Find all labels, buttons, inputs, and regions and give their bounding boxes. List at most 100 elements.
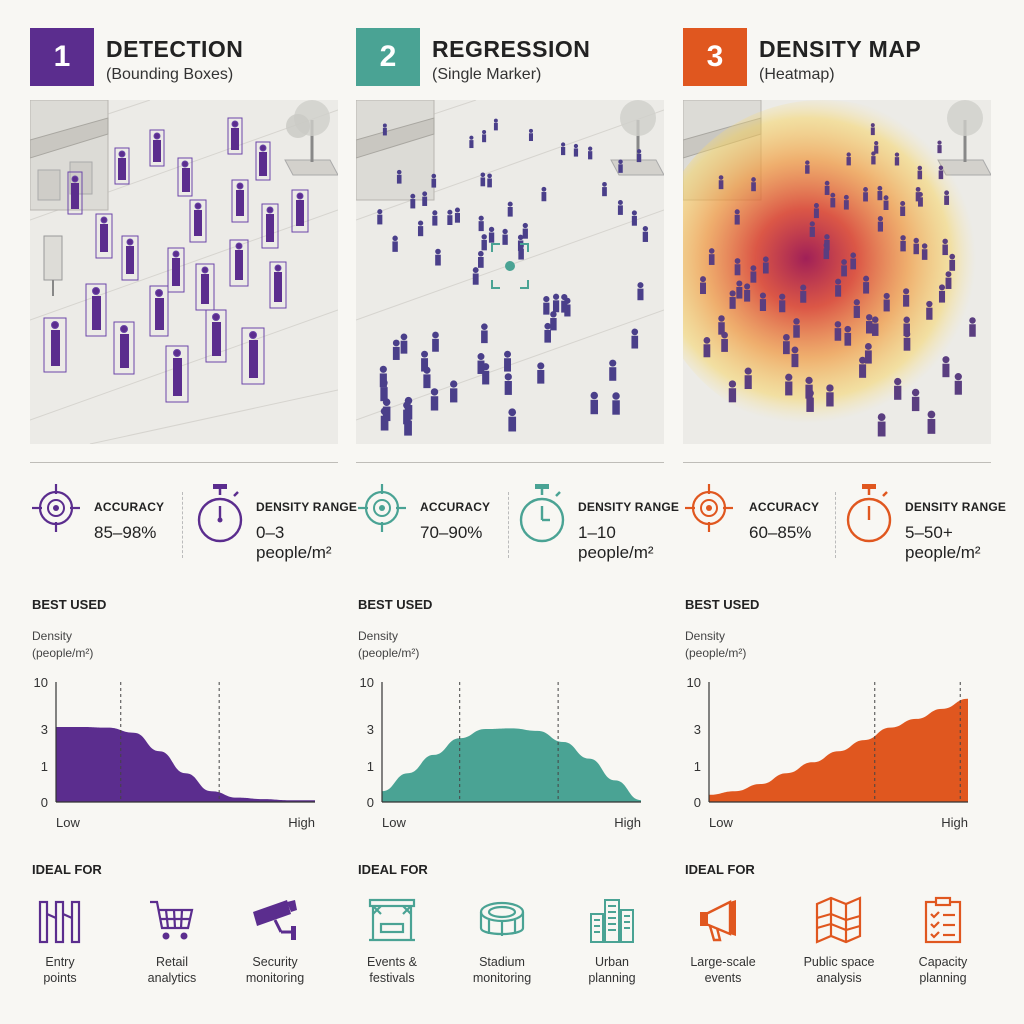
- pedestrian: [504, 380, 512, 395]
- pedestrian: [507, 206, 513, 217]
- y-tick-label: 10: [34, 675, 48, 690]
- pedestrian: [783, 333, 790, 341]
- pedestrian: [793, 325, 800, 338]
- pedestrian: [944, 190, 950, 196]
- pedestrian: [561, 146, 566, 156]
- pedestrian: [504, 373, 512, 381]
- density-range-label: DENSITY RANGE: [578, 500, 680, 514]
- pedestrian: [850, 258, 857, 270]
- pedestrian: [537, 362, 545, 370]
- y-tick-label: 10: [687, 675, 701, 690]
- pedestrian: [824, 180, 830, 186]
- pedestrian: [410, 199, 416, 209]
- pedestrian: [631, 210, 637, 216]
- metric-separator: [835, 492, 837, 558]
- pedestrian: [382, 123, 387, 128]
- y-tick-label: 1: [694, 759, 701, 774]
- x-tick-label: High: [288, 815, 315, 830]
- y-tick-label: 1: [41, 759, 48, 774]
- pedestrian: [377, 209, 383, 215]
- step-number-badge: 2: [356, 28, 420, 86]
- pedestrian: [382, 127, 387, 136]
- pedestrian: [431, 173, 437, 179]
- pedestrian: [480, 177, 486, 187]
- pedestrian: [488, 226, 495, 233]
- pedestrian: [864, 343, 872, 350]
- pedestrian: [541, 192, 547, 202]
- pedestrian: [805, 165, 810, 174]
- pedestrian: [403, 401, 411, 410]
- pedestrian: [481, 234, 487, 240]
- pedestrian: [894, 157, 900, 166]
- target-icon: [685, 484, 733, 532]
- use-case-label: Stadium monitoring: [472, 955, 532, 985]
- pedestrian: [918, 192, 923, 197]
- panel-subtitle: (Heatmap): [759, 66, 835, 83]
- pedestrian: [392, 235, 398, 241]
- pedestrian: [863, 192, 868, 202]
- pedestrian: [430, 388, 439, 396]
- pedestrian: [942, 363, 950, 378]
- building-facade: [356, 100, 435, 201]
- pedestrian: [435, 254, 441, 266]
- stadium-icon: [479, 901, 525, 936]
- pedestrian: [843, 200, 849, 210]
- density-range-unit: people/m²: [905, 543, 981, 562]
- pedestrian: [708, 248, 715, 254]
- pedestrian: [469, 135, 474, 140]
- pedestrian: [751, 182, 756, 192]
- pedestrian: [544, 329, 551, 343]
- pedestrian: [779, 293, 786, 300]
- pedestrian: [900, 201, 906, 207]
- pedestrian: [642, 226, 649, 232]
- pedestrian: [729, 290, 736, 297]
- pedestrian: [431, 178, 437, 188]
- pedestrian: [945, 271, 952, 278]
- pedestrian: [949, 259, 956, 271]
- folded-map-icon: [815, 896, 862, 944]
- pedestrian: [396, 174, 402, 184]
- pedestrian: [618, 159, 623, 164]
- pedestrian: [487, 173, 492, 179]
- pedestrian: [602, 187, 607, 197]
- pedestrian: [417, 220, 424, 226]
- best-used-heading: BEST USED: [32, 597, 107, 612]
- pedestrian: [736, 280, 743, 287]
- pedestrian: [493, 122, 498, 131]
- pedestrian: [480, 172, 486, 178]
- pedestrian: [482, 130, 487, 135]
- pedestrian: [504, 358, 511, 372]
- pedestrian: [602, 181, 607, 187]
- pedestrian: [508, 416, 517, 432]
- pedestrian: [843, 194, 849, 200]
- pedestrian: [830, 198, 836, 208]
- turnstile-icon: [38, 900, 81, 944]
- use-case-label: Urban planning: [588, 955, 636, 985]
- pedestrian: [883, 292, 890, 300]
- density-range-label: DENSITY RANGE: [905, 500, 1007, 514]
- pedestrian: [481, 239, 487, 251]
- pedestrian: [522, 228, 528, 239]
- pedestrian: [435, 248, 441, 255]
- pedestrian: [871, 151, 876, 156]
- pedestrian: [744, 367, 752, 375]
- density-area: [709, 698, 968, 802]
- pedestrian: [937, 140, 942, 145]
- pedestrian: [450, 388, 458, 403]
- pedestrian: [949, 253, 956, 260]
- pedestrian: [841, 265, 847, 277]
- pedestrian: [938, 165, 944, 171]
- pedestrian: [874, 141, 879, 146]
- use-case-label: Large-scale events: [690, 955, 756, 985]
- y-tick-label: 3: [694, 722, 701, 737]
- y-tick-label: 0: [694, 795, 701, 810]
- pedestrian: [942, 244, 948, 256]
- pedestrian: [612, 392, 620, 400]
- pedestrian: [478, 250, 484, 257]
- density-range-unit: people/m²: [578, 543, 654, 562]
- pedestrian: [938, 290, 946, 303]
- pedestrian: [870, 123, 875, 128]
- pedestrian: [864, 350, 872, 364]
- pedestrian: [844, 332, 852, 346]
- pedestrian: [877, 413, 886, 421]
